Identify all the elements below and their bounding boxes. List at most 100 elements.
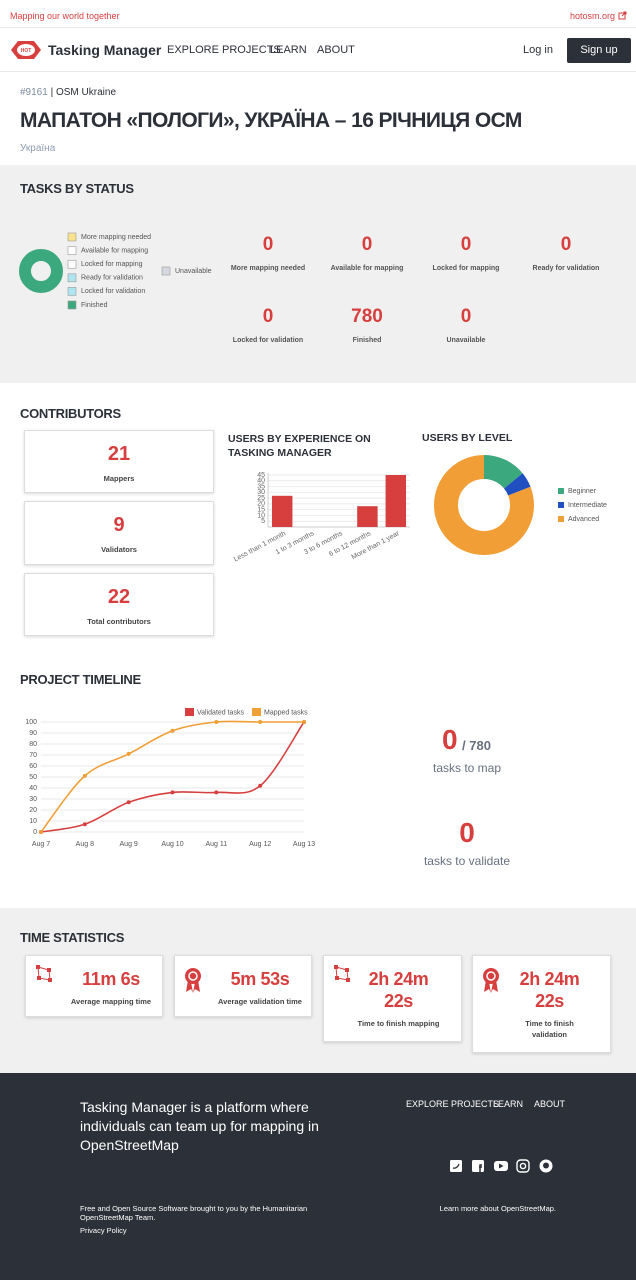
point xyxy=(170,790,175,795)
donut-segment xyxy=(434,455,534,555)
youtube-icon[interactable] xyxy=(494,1161,508,1171)
legend-label: Beginner xyxy=(568,488,597,495)
signup-button[interactable]: Sign up xyxy=(567,38,631,63)
stat-label: Total contributors xyxy=(87,617,151,626)
nav-link[interactable]: LEARN xyxy=(270,44,307,56)
y-tick-label: 20 xyxy=(29,807,37,814)
y-tick-label: 30 xyxy=(29,796,37,803)
project-title: МАПАТОН «ПОЛОГИ», УКРАЇНА – 16 РІЧНИЦЯ О… xyxy=(20,109,522,132)
series-line xyxy=(40,720,304,833)
point xyxy=(214,720,219,724)
x-tick-label: More than 1 year xyxy=(351,530,402,561)
stat-card: 22 Total contributors xyxy=(24,573,214,636)
point xyxy=(39,830,43,834)
stat-value: 21 xyxy=(107,443,131,465)
twitter-icon[interactable] xyxy=(450,1160,462,1172)
x-tick-label: Aug 7 xyxy=(32,841,50,848)
external-icon xyxy=(618,11,627,20)
stat-value: 9 xyxy=(113,514,125,536)
task-icon xyxy=(36,965,52,982)
award-icon xyxy=(185,968,201,993)
project-id[interactable]: #9161 xyxy=(20,87,48,98)
time-label: Time to finish validation xyxy=(525,1019,574,1039)
section-title: CONTRIBUTORS xyxy=(20,406,121,421)
point xyxy=(82,773,87,778)
facebook-icon[interactable] xyxy=(472,1160,484,1172)
x-tick-label: 1 to 3 months xyxy=(275,530,316,556)
stat-label: Validators xyxy=(101,545,137,554)
brand[interactable]: Tasking Manager xyxy=(48,42,162,58)
legend-swatch xyxy=(558,488,564,494)
time-value: 2h 24m 22s xyxy=(368,969,429,1011)
to-map-label: tasks to map xyxy=(432,761,502,775)
y-tick-label: 30 xyxy=(257,489,265,496)
point xyxy=(214,790,219,795)
divider xyxy=(0,71,636,72)
org[interactable]: OSM Ukraine xyxy=(55,87,116,98)
award-icon xyxy=(483,968,499,993)
bar xyxy=(385,475,407,527)
y-tick-label: 5 xyxy=(261,518,265,525)
learn-more[interactable]: Learn more about OpenStreetMap. xyxy=(439,1204,556,1213)
point xyxy=(258,783,263,788)
x-tick-label: Less than 1 month xyxy=(233,530,287,563)
y-tick-label: 50 xyxy=(29,774,37,781)
legend-label: Advanced xyxy=(568,516,599,523)
footer-credit: Free and Open Source Software brought to… xyxy=(80,1204,308,1222)
time-label: Average mapping time xyxy=(70,997,152,1006)
stat-card: 21 Mappers xyxy=(24,430,214,493)
chart-title: USERS BY LEVEL xyxy=(422,432,513,444)
hotosm-link[interactable]: hotosm.org xyxy=(570,11,616,21)
y-tick-label: 35 xyxy=(257,483,265,490)
time-card: 5m 53s Average validation time xyxy=(174,955,312,1017)
x-tick-label: 6 to 12 months xyxy=(328,530,373,558)
legend-label: Validated tasks xyxy=(197,709,244,716)
y-tick-label: 20 xyxy=(257,501,265,508)
legend-swatch xyxy=(558,502,564,508)
x-tick-label: Aug 9 xyxy=(120,841,138,848)
time-value: 5m 53s xyxy=(230,969,290,989)
footer-link[interactable]: ABOUT xyxy=(534,1099,566,1109)
y-tick-label: 100 xyxy=(25,719,37,726)
x-tick-label: Aug 13 xyxy=(293,841,315,848)
x-tick-label: Aug 10 xyxy=(161,841,183,848)
footer xyxy=(0,1073,636,1280)
task-icon xyxy=(334,965,350,982)
y-tick-label: 0 xyxy=(33,829,37,836)
footer-link[interactable]: EXPLORE PROJECTS xyxy=(406,1099,500,1109)
bar xyxy=(357,506,378,527)
x-tick-label: Aug 11 xyxy=(205,841,227,848)
point xyxy=(126,751,131,756)
legend-label: Mapped tasks xyxy=(264,709,308,716)
privacy-link[interactable]: Privacy Policy xyxy=(80,1226,127,1235)
y-tick-label: 60 xyxy=(29,763,37,770)
nav-link[interactable]: EXPLORE PROJECTS xyxy=(167,44,281,56)
section-title: PROJECT TIMELINE xyxy=(20,672,141,687)
time-label: Average validation time xyxy=(218,997,302,1006)
project-meta: #9161 | OSM Ukraine xyxy=(20,87,116,98)
point xyxy=(302,720,306,724)
github-icon[interactable] xyxy=(539,1159,553,1173)
instagram-icon[interactable] xyxy=(516,1159,530,1173)
footer-tagline: Tasking Manager is a platform where indi… xyxy=(80,1099,319,1153)
logo[interactable]: HOT xyxy=(9,39,43,61)
y-tick-label: 45 xyxy=(257,472,265,479)
time-label: Time to finish mapping xyxy=(357,1019,440,1028)
nav-link[interactable]: ABOUT xyxy=(317,44,355,56)
to-validate-value: 0 xyxy=(459,817,475,848)
time-value: 11m 6s xyxy=(82,969,140,989)
login[interactable]: Log in xyxy=(523,44,553,56)
time-card: 2h 24m 22s Time to finish validation xyxy=(472,955,611,1053)
footer-link[interactable]: LEARN xyxy=(493,1099,524,1109)
total: 780 xyxy=(469,738,491,753)
point xyxy=(258,720,263,724)
time-card: 11m 6s Average mapping time xyxy=(25,955,163,1017)
donut-segment xyxy=(434,455,534,555)
y-tick-label: 10 xyxy=(29,818,37,825)
donut-segment xyxy=(434,455,534,555)
y-tick-label: 90 xyxy=(29,730,37,737)
time-value: 2h 24m 22s xyxy=(519,969,580,1011)
section-title: TASKS BY STATUS xyxy=(20,181,134,196)
legend-swatch xyxy=(252,708,261,716)
